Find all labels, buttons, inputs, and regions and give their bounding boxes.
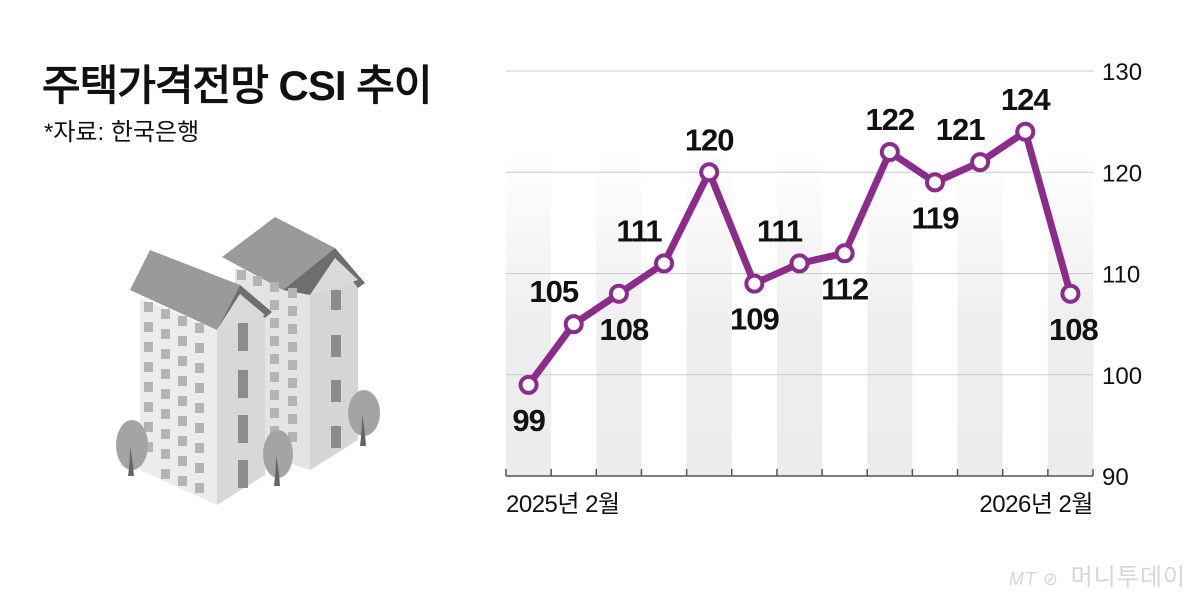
- tree-icon: [263, 430, 293, 486]
- column-band: [957, 150, 1003, 476]
- data-point-marker: [924, 172, 945, 193]
- y-tick-label: 120: [1102, 160, 1142, 187]
- column-band: [1047, 150, 1093, 476]
- data-label: 124: [1001, 82, 1051, 117]
- data-point-marker: [834, 243, 855, 264]
- data-series: [518, 121, 1081, 395]
- column-band: [506, 150, 552, 476]
- column-band: [776, 150, 823, 476]
- data-label: 105: [529, 274, 578, 309]
- data-labels: 99 105 108 111 120 109 111 112 122 119 121 124 108: [512, 82, 1099, 438]
- gridlines: [506, 70, 1093, 376]
- data-label: 122: [865, 102, 914, 137]
- y-tick-label: 100: [1102, 363, 1142, 390]
- y-tick-label: 90: [1102, 464, 1129, 491]
- data-label: 112: [821, 271, 868, 306]
- data-point-marker: [970, 152, 991, 173]
- column-band: [867, 150, 913, 476]
- column-bands: [506, 150, 1093, 476]
- column-band: [596, 150, 642, 476]
- chart-title: 주택가격전망 CSI 추이: [42, 62, 432, 109]
- data-label: 111: [616, 213, 662, 248]
- data-point-marker: [789, 253, 810, 274]
- publisher-logo: MT ⊘ 머니투데이: [1009, 557, 1186, 592]
- tree-icon: [116, 420, 148, 476]
- y-tick-label: 130: [1102, 59, 1142, 86]
- data-label: 108: [600, 312, 649, 347]
- x-axis: [505, 469, 1094, 477]
- y-axis-labels: 90 100 110 120 130: [1102, 59, 1142, 491]
- x-tick-label: 2025년 2월: [506, 491, 620, 518]
- data-label: 119: [911, 200, 959, 235]
- logo-name: 머니투데이: [1070, 564, 1186, 591]
- front-building: [130, 250, 272, 505]
- data-label: 121: [936, 112, 985, 147]
- data-point-marker: [699, 162, 720, 183]
- data-label: 120: [685, 122, 734, 157]
- logo-mark: MT ⊘: [1008, 569, 1059, 589]
- apartment-buildings-icon: [116, 217, 380, 505]
- data-point-marker: [654, 253, 675, 274]
- tree-icon: [348, 390, 380, 446]
- data-point-marker: [744, 273, 765, 294]
- source-note: *자료: 한국은행: [44, 119, 200, 146]
- data-label: 109: [730, 302, 779, 337]
- data-label: 108: [1049, 312, 1098, 347]
- y-tick-label: 110: [1102, 262, 1140, 289]
- data-point-marker: [1060, 283, 1081, 304]
- data-label: 99: [512, 403, 545, 438]
- data-point-marker: [1015, 121, 1036, 142]
- data-point-marker: [608, 283, 629, 304]
- data-point-marker: [518, 374, 539, 395]
- x-axis-labels: 2025년 2월 2026년 2월: [506, 491, 1094, 518]
- data-label: 111: [757, 213, 803, 248]
- data-point-marker: [563, 314, 584, 335]
- data-point-marker: [879, 142, 900, 162]
- x-tick-label: 2026년 2월: [979, 491, 1093, 518]
